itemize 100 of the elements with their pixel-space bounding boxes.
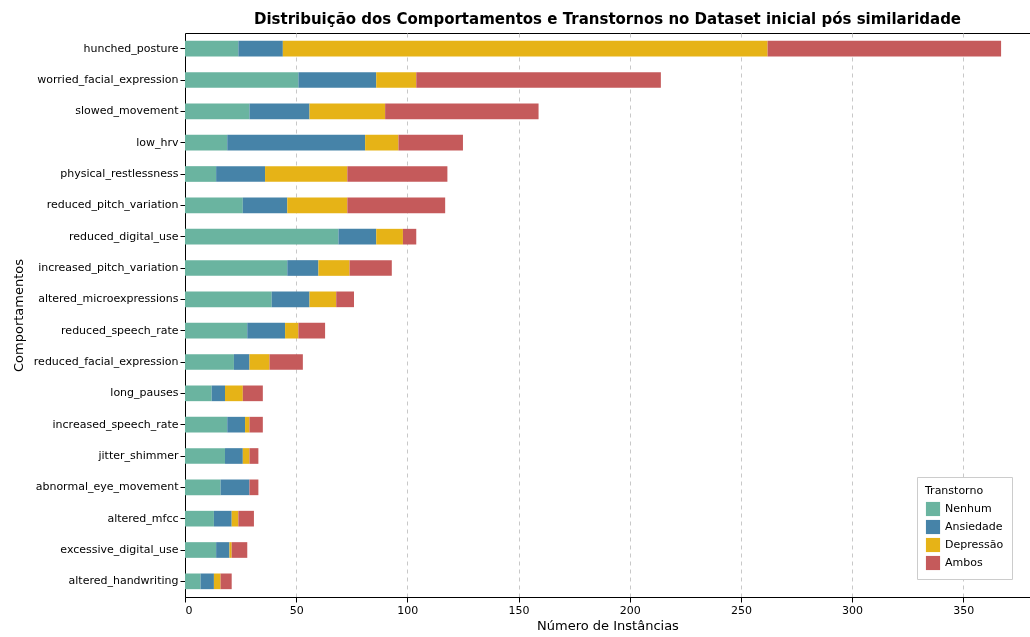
bar [185,510,214,527]
bar [245,416,250,433]
bar [185,134,228,151]
bar [225,385,243,402]
y-tick-label: long_pauses [110,386,179,400]
bar [185,354,234,370]
legend-label: Ambos [945,556,983,569]
bar [185,166,217,182]
y-tick-label: reduced_speech_rate [61,323,179,337]
x-tick-label: 100 [397,603,419,617]
y-tick-label: increased_speech_rate [52,417,179,431]
bar [309,103,386,120]
bar [298,322,326,339]
bar [185,416,228,433]
bar [385,103,539,120]
y-tick-label: excessive_digital_use [60,543,179,556]
y-tick-label: reduced_facial_expression [33,355,179,368]
bar [227,416,246,433]
bar [220,573,232,590]
bar [338,228,377,245]
bar [398,134,463,151]
bar [287,260,319,276]
bar [216,166,266,182]
bar [376,228,403,245]
y-tick-label: abnormal_eye_movement [35,480,180,494]
y-tick-label: increased_pitch_variation [38,261,179,274]
bar [185,72,299,88]
bar [402,228,417,245]
bar [200,573,214,590]
bar [238,510,254,527]
bar [242,197,288,214]
bar [249,479,259,496]
bar [185,385,212,402]
x-tick-label: 150 [508,603,530,617]
bar [309,291,337,308]
bar [242,385,263,402]
bar [185,542,217,558]
bar [229,542,232,558]
y-tick-label: hunched_posture [83,41,179,55]
bar [220,479,250,496]
y-tick-label: altered_handwriting [68,574,179,588]
y-tick-label: reduced_digital_use [69,229,179,243]
bar [231,510,239,527]
bar [225,448,243,464]
bar [185,291,272,308]
x-tick-label: 250 [730,603,752,617]
bar [185,197,243,214]
y-tick-label: physical_restlessness [60,167,179,180]
y-tick-label: worried_facial_expression [37,73,179,86]
bar [185,228,339,245]
bar [233,354,250,370]
bar [265,166,348,182]
bar [336,291,354,308]
x-tick-label: 50 [289,603,304,617]
bar [271,291,310,308]
x-tick-label: 350 [953,603,975,617]
bar [269,354,303,370]
bar [238,40,283,57]
y-axis-title: Comportamentos [10,258,26,373]
x-axis-title: Número de Instâncias [537,617,680,633]
bar [285,322,299,339]
bar [213,573,221,590]
legend-label: Depressão [945,538,1004,551]
bar [185,448,226,464]
bar [287,197,348,214]
bar [247,322,286,339]
y-tick-label: low_hrv [136,135,179,149]
legend-title: Transtorno [924,484,984,497]
x-tick-label: 0 [185,603,193,617]
bar [211,385,226,402]
bar [298,72,377,88]
y-tick-label: altered_mfcc [107,511,179,525]
legend-label: Ansiedade [945,520,1003,533]
bar [185,479,221,496]
bar [376,72,417,88]
bar [767,40,1002,57]
bar [185,40,239,57]
bar [365,134,399,151]
bar [185,573,201,590]
bar [249,416,263,433]
y-tick-label: reduced_pitch_variation [46,198,179,212]
bar [216,542,230,558]
bar [185,322,248,339]
bar [249,103,310,120]
bar [249,448,259,464]
bar [231,542,248,558]
bar [185,260,288,276]
x-tick-label: 300 [842,603,864,617]
bar [227,134,366,151]
chart-title: Distribuição dos Comportamentos e Transtornos no Dataset inicial pós similaridade [253,10,962,28]
bar [185,103,250,120]
bar [242,448,250,464]
bar [347,166,448,182]
bar [349,260,392,276]
bar [213,510,232,527]
legend-label: Nenhum [945,502,992,515]
bar [282,40,768,57]
y-tick-label: jitter_shimmer [97,449,179,462]
bar [347,197,446,214]
x-tick-label: 200 [619,603,641,617]
